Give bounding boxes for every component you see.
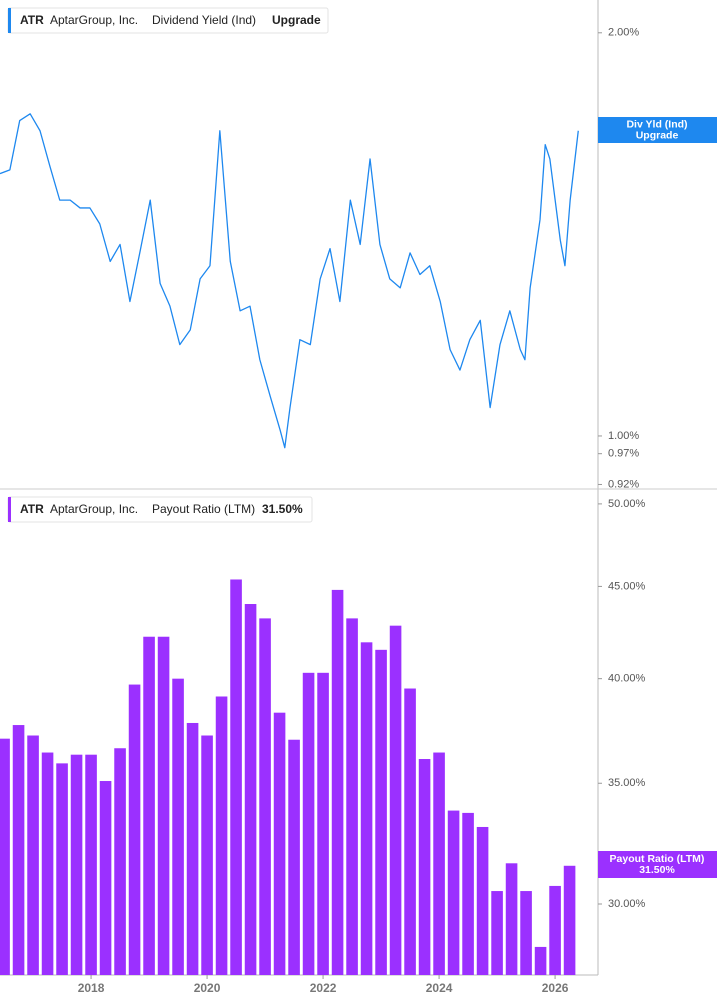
bar — [447, 810, 460, 975]
tag-status: Upgrade — [636, 129, 679, 141]
bar — [99, 781, 112, 975]
panel: 2.00% 1.00% 0.97% 0.92% — [0, 27, 639, 490]
ticker: ATR — [20, 502, 44, 516]
tag-label: Payout Ratio (LTM) — [610, 853, 705, 865]
bar — [563, 865, 576, 975]
bar — [288, 739, 300, 975]
bar — [201, 735, 213, 975]
value: 31.50% — [262, 502, 303, 516]
y-tick-label: 35.00% — [608, 777, 646, 789]
bar — [157, 636, 170, 975]
bar — [70, 754, 83, 975]
tag-box — [598, 851, 717, 878]
title: Dividend Yield (Ind) — [152, 13, 256, 27]
panel: 50.00% 45.00% 40.00% 35.00% 30.00% 2018 2020 20… — [0, 498, 646, 995]
header-marker — [8, 497, 11, 522]
status: Upgrade — [272, 13, 321, 27]
bar — [331, 589, 344, 975]
bar — [549, 885, 561, 975]
y-tick-label: 1.00% — [608, 430, 639, 442]
y-tick-label: 50.00% — [608, 498, 646, 510]
bar — [476, 826, 489, 975]
bar — [143, 636, 155, 975]
x-tick-label: 2026 — [542, 981, 569, 995]
y-tick-label: 0.97% — [608, 448, 639, 460]
bar — [186, 722, 199, 975]
bar — [85, 754, 97, 975]
header: ATR AptarGroup, Inc. Dividend Yield (Ind… — [7, 7, 329, 34]
company: AptarGroup, Inc. — [50, 502, 138, 516]
bar — [404, 688, 416, 975]
bar — [273, 712, 286, 975]
x-tick-label: 2018 — [78, 981, 105, 995]
tag: Div Yld (Ind) Upgrade — [598, 117, 717, 143]
bar — [0, 738, 10, 975]
bar — [244, 604, 257, 975]
y-tick-label: 30.00% — [608, 898, 646, 910]
bar — [114, 748, 126, 975]
ticker: ATR — [20, 13, 44, 27]
bar — [360, 642, 373, 975]
bar — [259, 618, 271, 975]
title: Payout Ratio (LTM) — [152, 502, 255, 516]
bar — [27, 735, 39, 975]
bar — [389, 625, 402, 975]
bar — [375, 649, 387, 975]
y-tick-label: 0.92% — [608, 478, 639, 490]
y-tick-label: 2.00% — [608, 27, 639, 39]
tag: Payout Ratio (LTM) 31.50% — [598, 851, 717, 878]
line — [0, 113, 579, 449]
header-marker — [8, 8, 11, 33]
x-tick-label: 2020 — [194, 981, 221, 995]
bar — [505, 863, 518, 975]
x-tick-label: 2024 — [426, 981, 453, 995]
header: ATR AptarGroup, Inc. Payout Ratio (LTM) … — [7, 496, 313, 523]
bar — [128, 684, 141, 975]
tag-label: Div Yld (Ind) — [626, 118, 687, 130]
x-tick-label: 2022 — [310, 981, 337, 995]
tag-value: 31.50% — [639, 864, 675, 876]
bar — [534, 946, 547, 975]
bar — [56, 763, 68, 975]
bar — [491, 891, 503, 975]
y-tick-label: 40.00% — [608, 673, 646, 685]
bar — [346, 618, 358, 975]
bar — [12, 725, 25, 975]
bar — [317, 672, 329, 975]
bar — [172, 678, 184, 975]
bar — [418, 759, 431, 975]
y-tick-label: 45.00% — [608, 580, 646, 592]
tag-box — [598, 117, 717, 143]
company: AptarGroup, Inc. — [50, 13, 138, 27]
bar — [520, 891, 532, 975]
bar — [462, 812, 474, 975]
bar — [215, 696, 228, 975]
bar — [230, 579, 242, 975]
bar — [433, 752, 445, 975]
bar — [302, 672, 315, 975]
bar — [41, 752, 54, 975]
